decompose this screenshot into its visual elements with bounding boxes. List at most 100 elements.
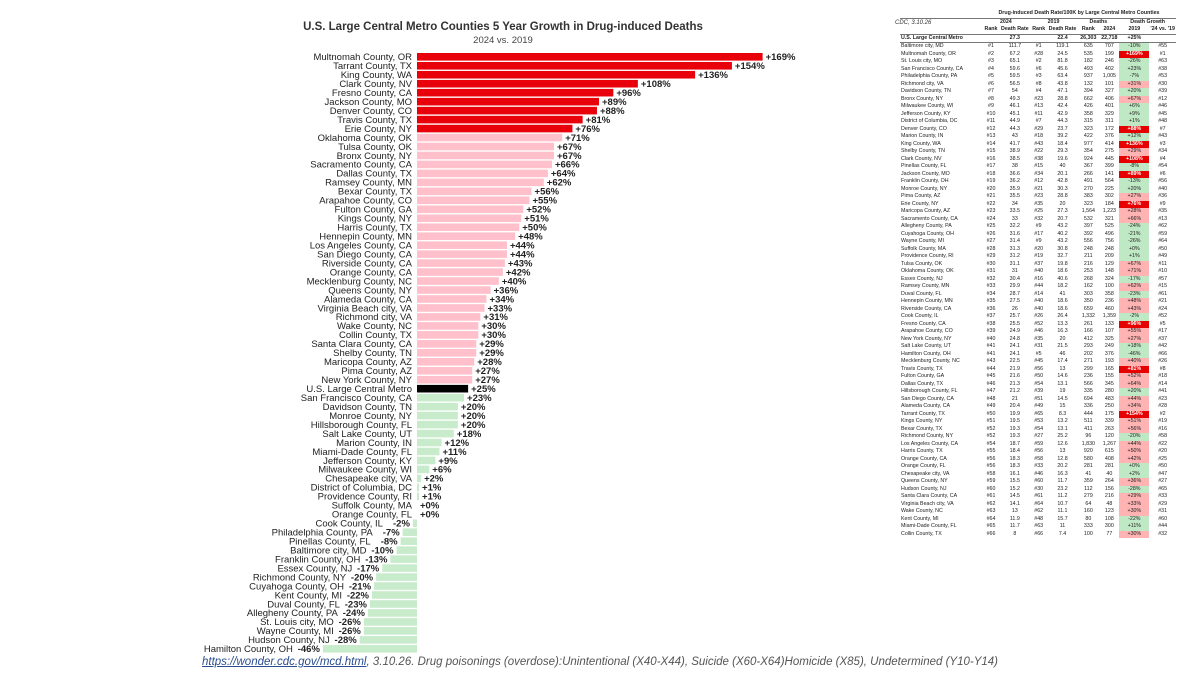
table-row: Hudson County, NJ #60 15.2 #30 23.2 112 156 -28…: [900, 485, 1176, 493]
cell-rank-2019: #1: [1035, 43, 1042, 49]
value-label: +20%: [461, 402, 486, 413]
table-row: Bronx County, NY #8 49.3 #23 28.8 662 406 +67% #…: [900, 95, 1176, 103]
table-row: Harris County, TX #55 18.4 #56 13 920 615 +50% #…: [900, 448, 1176, 456]
cell-deaths-2019: 216: [1104, 493, 1114, 499]
table-row: Orange County, CA #56 18.3 #58 12.8 580 408 +42…: [900, 455, 1176, 463]
cell-growth-rank: #31: [1158, 508, 1168, 514]
cell-county: Pima County, AZ: [901, 193, 941, 199]
chart-panel: U.S. Large Central Metro Counties 5 Year…: [88, 14, 873, 664]
cell-growth-rank: #20: [1158, 448, 1168, 454]
cell-rank-2019: #54: [1034, 380, 1044, 387]
cell-rank-2024: #28: [986, 245, 996, 252]
cell-county: Jackson County, MO: [901, 170, 950, 177]
cell-rank-2024: #60: [986, 485, 996, 492]
cell-rank-2019: #33: [1034, 463, 1044, 469]
value-label: +1%: [422, 492, 442, 503]
cell-rank-2024: #47: [986, 388, 996, 394]
cell-rank-2024: #29: [986, 253, 996, 259]
cell-deaths-2019: 460: [1104, 305, 1114, 312]
cell-deaths-2019: 40: [1106, 470, 1113, 477]
value-label: +89%: [602, 97, 627, 108]
cell-rank-2019: #27: [1034, 433, 1044, 439]
cell-growth: -22%: [1119, 515, 1150, 523]
cell-growth: +0%: [1119, 463, 1150, 471]
cell-deaths-2024: 422: [1083, 133, 1093, 139]
cell-county: Orange County, CA: [901, 455, 947, 462]
cell-growth: +27%: [1119, 335, 1150, 343]
cell-county: Kings County, NY: [901, 418, 943, 424]
source-link[interactable]: https://wonder.cdc.gov/mcd.html: [201, 656, 367, 668]
cell-deaths-2024: 303: [1083, 290, 1093, 297]
cell-county: Los Angeles County, CA: [901, 440, 959, 447]
cell-rank-2024: #55: [986, 448, 996, 454]
table-row: Duval County, FL #34 28.7 #14 41 303 358 -23% #6…: [900, 290, 1176, 298]
cell-county: Travis County, TX: [901, 365, 943, 372]
bar: [322, 645, 417, 653]
cell-deaths-2019: 155: [1104, 373, 1114, 379]
cell-rate-2019: 23.7: [1057, 125, 1068, 132]
cell-growth-rank: #63: [1158, 58, 1168, 64]
cell-growth-rank: #66: [1158, 350, 1168, 357]
value-label: -26%: [339, 617, 362, 628]
table-row: Wake County, NC #63 13 #62 11.1 160 123 +30% #31: [900, 508, 1176, 516]
category-label: Hillsborough County, FL: [311, 420, 412, 431]
cell-rate-2024: 38.9: [1009, 148, 1020, 154]
table-row: Wayne County, MI #27 31.4 #9 43.2 556 756 -26% #…: [900, 238, 1176, 246]
bar: [402, 528, 417, 537]
cell-growth-rank: #55: [1158, 43, 1168, 49]
cell-rate-2019: 28.8: [1057, 95, 1068, 102]
category-label: Virginia Beach city, VA: [317, 303, 412, 314]
value-label: +169%: [766, 52, 796, 63]
cell-rank-2024: #33: [986, 283, 996, 289]
cell-growth-rank: #39: [1158, 88, 1168, 94]
value-label: +48%: [518, 232, 543, 243]
cell-deaths-2019: 1,005: [1102, 73, 1116, 79]
category-label: Pinellas County, FL: [289, 536, 371, 547]
cell-county: Wayne County, MI: [901, 238, 944, 244]
cell-growth: -17%: [1119, 275, 1150, 283]
cell-deaths-2019: 406: [1104, 95, 1114, 102]
category-label: Riverside County, CA: [322, 258, 413, 269]
cell-county: Hennepin County, MN: [901, 298, 953, 304]
cell-growth-rank: #18: [1158, 373, 1168, 379]
cell-county: Tarrant County, TX: [901, 410, 945, 417]
table-column-header-row: Rank Death Rate Rank Death Rate Rank 202…: [900, 26, 1176, 35]
table-row: Erie County, NY #22 34 #35 20 323 184 +76% #9: [900, 200, 1176, 208]
cell-growth: +81%: [1119, 365, 1150, 373]
value-label: +0%: [420, 501, 440, 512]
cell-growth-rank: #30: [1158, 80, 1168, 87]
cell-rank-2019: #26: [1034, 313, 1044, 319]
cell-county: Collin County, TX: [901, 530, 942, 537]
table-row: Shelby County, TN #15 38.9 #22 29.3 354 275 +29…: [900, 148, 1176, 156]
cell-county: Riverside County, CA: [901, 305, 952, 312]
cell-rate-2024: 29.9: [1009, 283, 1020, 289]
cell-rank-2019: #18: [1034, 133, 1044, 139]
value-label: +30%: [481, 321, 506, 332]
cell-rate-2019: 13.2: [1057, 418, 1068, 424]
cell-rank-2024: #56: [986, 455, 996, 462]
cell-growth-rank: #19: [1158, 418, 1168, 424]
cell-deaths-2024: 182: [1083, 58, 1093, 64]
value-label: +0%: [420, 510, 440, 521]
cell-deaths-2019: 280: [1104, 388, 1114, 394]
cell-rank-2024: #20: [986, 185, 996, 192]
cell-rank-2024: #49: [986, 403, 996, 409]
cell-growth-rank: #17: [1158, 328, 1168, 334]
cell-rank-2024: #34: [986, 290, 996, 297]
cell-rank-2019: #25: [1034, 208, 1044, 214]
cell-growth-rank: #44: [1158, 523, 1168, 529]
cell-rank-2024: #48: [986, 395, 996, 402]
cell-deaths-2024: 211: [1084, 253, 1093, 259]
cell-rate-2024: 18.4: [1009, 448, 1020, 454]
cell-county: Queens County, NY: [901, 478, 948, 484]
cell-rank-2019: #48: [1034, 515, 1044, 522]
cell-deaths-2024: 112: [1084, 485, 1093, 492]
table-row: Virginia Beach city, VA #62 14.1 #64 10.7 64 4…: [900, 500, 1176, 508]
cell-growth-rank: #23: [1158, 395, 1168, 402]
col-rate-2024: Death Rate: [1000, 26, 1030, 35]
table-row: Tulsa County, OK #30 31.1 #37 19.8 216 129 +67%…: [900, 260, 1176, 268]
category-label: Travis County, TX: [337, 115, 412, 126]
cell-deaths-2019: 250: [1104, 403, 1114, 409]
cell-deaths-2024: 299: [1083, 365, 1093, 372]
cell-growth-rank: #54: [1158, 163, 1168, 169]
